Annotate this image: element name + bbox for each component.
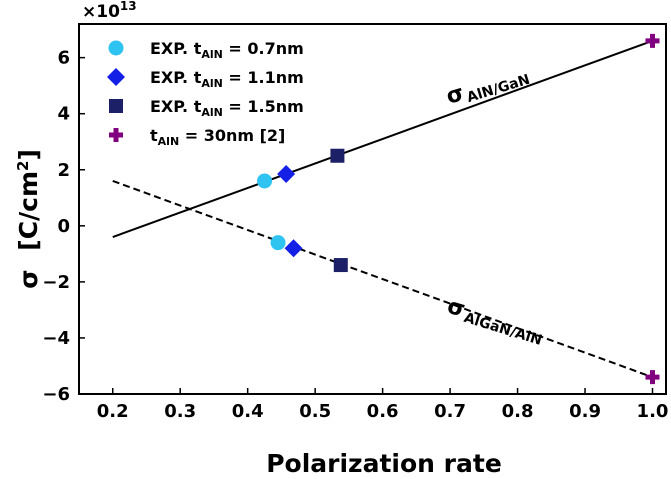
legend-label-tail: = 0.7nm: [223, 39, 304, 58]
annotation-algan-aln: σAlGaN/AlN: [444, 294, 547, 349]
legend-marker-circle: [108, 40, 124, 56]
annotation-algan-aln-subscript: AlGaN/AlN: [462, 310, 544, 349]
legend-label-tail: = 1.1nm: [223, 68, 304, 87]
data-point-plus: [645, 33, 660, 48]
data-point-circle: [270, 235, 286, 251]
x-tick-label: 0.6: [367, 401, 399, 422]
fit-line-dashed: [112, 180, 653, 379]
legend-label: tAlN = 30nm [2]: [150, 126, 285, 148]
y-tick-label: −6: [42, 384, 70, 405]
plot-frame: [78, 23, 667, 395]
data-point-plus: [645, 370, 660, 385]
y-axis-label-unit: [C/cm: [14, 171, 43, 251]
x-tick-label: 0.7: [434, 401, 466, 422]
legend-label-main: EXP. t: [150, 97, 202, 116]
legend-marker-plus: [109, 128, 123, 142]
y-scale-factor: ×1013: [82, 0, 137, 22]
y-scale-exponent: 13: [120, 0, 137, 13]
legend-label: EXP. tAlN = 1.1nm: [150, 68, 304, 90]
svg-text:σ [C/cm2]: σ [C/cm2]: [14, 149, 43, 289]
svg-text:σAlN/GaN: σAlN/GaN: [443, 61, 531, 111]
annotation-aln-gan-symbol: σ: [443, 81, 467, 110]
legend-label-sub: AlN: [201, 77, 223, 90]
legend-label-main: t: [150, 126, 158, 145]
x-tick-label: 1.0: [637, 401, 669, 422]
x-axis-label: Polarization rate: [266, 449, 502, 478]
y-tick-label: −2: [42, 272, 70, 293]
legend-label: EXP. tAlN = 0.7nm: [150, 39, 304, 61]
y-axis-label: σ [C/cm2]: [14, 149, 43, 289]
annotation-aln-gan-subscript: AlN/GaN: [465, 72, 532, 106]
x-tick-label: 0.3: [164, 401, 196, 422]
legend-label-tail: = 1.5nm: [223, 97, 304, 116]
data-point-square: [330, 148, 345, 163]
annotation-algan-aln-symbol: σ: [444, 294, 468, 323]
y-tick-label: −4: [42, 328, 70, 349]
legend-label-main: EXP. t: [150, 68, 202, 87]
x-tick-label: 0.9: [569, 401, 601, 422]
legend-label-sub: AlN: [158, 135, 180, 148]
legend-label-sub: AlN: [201, 106, 223, 119]
legend-label-tail: = 30nm [2]: [179, 126, 285, 145]
x-tick-label: 0.2: [97, 401, 129, 422]
x-tick-label: 0.5: [299, 401, 331, 422]
data-point-square: [333, 258, 348, 273]
legend-marker-diamond: [107, 68, 125, 86]
y-tick-label: 0: [57, 216, 70, 237]
data-point-circle: [257, 173, 273, 189]
legend-marker-square: [109, 99, 123, 113]
data-point-diamond: [277, 164, 296, 183]
y-tick-label: 6: [57, 48, 70, 69]
legend-label-main: EXP. t: [150, 39, 202, 58]
y-axis-label-unit-end: ]: [14, 149, 43, 160]
legend-label: EXP. tAlN = 1.5nm: [150, 97, 304, 119]
legend-item: EXP. tAlN = 1.5nm: [109, 97, 304, 119]
annotation-aln-gan: σAlN/GaN: [443, 61, 531, 111]
x-tick-label: 0.8: [502, 401, 534, 422]
x-tick-label: 0.4: [232, 401, 264, 422]
fit-line-solid: [112, 39, 653, 238]
y-tick-label: 4: [57, 104, 70, 125]
legend-label-sub: AlN: [201, 48, 223, 61]
svg-text:σAlGaN/AlN: σAlGaN/AlN: [444, 294, 547, 349]
y-axis-label-symbol: σ: [14, 269, 43, 288]
data-point-diamond: [284, 239, 303, 258]
legend-item: tAlN = 30nm [2]: [109, 126, 285, 148]
legend-item: EXP. tAlN = 1.1nm: [107, 68, 304, 90]
legend-item: EXP. tAlN = 0.7nm: [108, 39, 304, 61]
y-axis-label-unit-sup: 2: [14, 161, 32, 171]
y-scale-base: ×10: [82, 2, 120, 22]
y-tick-label: 2: [57, 160, 70, 181]
